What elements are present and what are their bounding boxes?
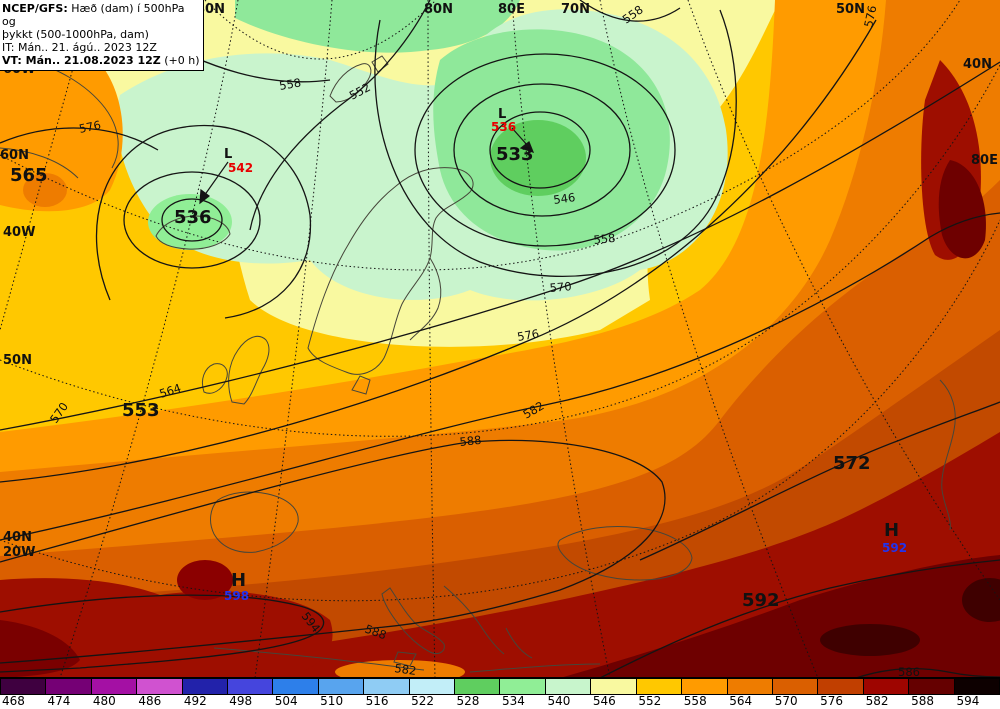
pressure-center-value: 536	[491, 120, 516, 134]
coordinate-label: 40N	[3, 530, 32, 545]
height-value-label: 592	[742, 590, 780, 611]
colorbar-cell	[681, 678, 727, 695]
colorbar-tick-label: 576	[820, 694, 844, 708]
coordinate-label: 40W	[3, 225, 35, 240]
colorbar-cell	[817, 678, 863, 695]
height-contours	[0, 0, 1000, 678]
weather-map: 80N80N80E70N50N40N80E60W60N40W50N40N20W5…	[0, 0, 1000, 678]
title-line-2: þykkt (500-1000hPa, dam)	[2, 28, 149, 41]
contour-label: 582	[394, 661, 418, 678]
title-line-4: VT: Mán.. 21.08.2023 12Z (+0 h)	[2, 54, 200, 67]
title-line-3: IT: Mán.. 21. ágú.. 2023 12Z	[2, 41, 157, 54]
height-value-label: 533	[496, 144, 534, 165]
colorbar-cell	[590, 678, 636, 695]
colorbar-cell	[181, 678, 228, 695]
colorbar-cell	[635, 678, 682, 695]
colorbar-cell	[726, 678, 772, 695]
graticule	[0, 0, 1000, 678]
low-center-marker: L	[224, 147, 232, 162]
title-line-1: NCEP/GFS: Hæð (dam) í 500hPa og	[2, 2, 185, 28]
height-value-label: 536	[174, 207, 212, 228]
coordinate-label: 80E	[498, 2, 525, 17]
colorbar-cell	[454, 678, 500, 695]
contour-label: 576	[516, 326, 540, 344]
colorbar-tick-label: 468	[2, 694, 25, 708]
coordinate-label: 70N	[561, 2, 590, 17]
colorbar-tick-label: 570	[774, 694, 798, 708]
low-center-marker: L	[498, 107, 506, 122]
height-value-label: 553	[122, 400, 160, 421]
colorbar-cell	[862, 678, 909, 695]
contour-label: 588	[459, 433, 482, 449]
colorbar-cell	[0, 678, 46, 695]
colorbar-cell	[90, 678, 137, 695]
fill-regions	[0, 0, 1000, 678]
colorbar-cells	[0, 678, 1000, 695]
colorbar-tick-label: 540	[547, 694, 571, 708]
colorbar-tick-label: 486	[138, 694, 162, 708]
colorbar-tick-label: 582	[865, 694, 889, 708]
colorbar-tick-label: 480	[92, 694, 116, 708]
coordinate-label: 20W	[3, 545, 35, 560]
coordinate-label: 50N	[3, 353, 32, 368]
pressure-center-value: 592	[882, 541, 907, 555]
colorbar-tick-label: 558	[683, 694, 707, 708]
colorbar-cell	[363, 678, 409, 695]
colorbar-cell	[408, 678, 455, 695]
colorbar-tick-label: 528	[456, 694, 480, 708]
colorbar-tick-label: 552	[638, 694, 662, 708]
contour-label: 576	[78, 118, 102, 136]
title-box: NCEP/GFS: Hæð (dam) í 500hPa og þykkt (5…	[0, 0, 204, 71]
colorbar-tick-label: 474	[47, 694, 71, 708]
contour-label: 558	[278, 75, 302, 93]
colorbar-cell	[272, 678, 318, 695]
coordinate-label: 60N	[0, 148, 29, 163]
contour-label: 570	[549, 279, 572, 295]
pressure-center-value: 542	[228, 161, 253, 175]
thickness-colorbar: 468 474 480 486 492 498 504 510 516 522 528 534 540 5…	[0, 677, 1000, 709]
colorbar-cell	[544, 678, 591, 695]
height-value-label: 572	[833, 453, 871, 474]
colorbar-cell	[908, 678, 954, 695]
contour-label: 558	[593, 231, 616, 247]
colorbar-tick-label: 510	[320, 694, 344, 708]
colorbar-cell	[45, 678, 91, 695]
colorbar-tick-label: 498	[229, 694, 253, 708]
high-center-marker: H	[884, 520, 899, 541]
colorbar-cell	[499, 678, 545, 695]
colorbar-cell	[953, 678, 1000, 695]
contour-label: 564	[158, 381, 183, 401]
contour-label: 586	[898, 665, 920, 678]
colorbar-cell	[227, 678, 273, 695]
coordinate-label: 80E	[971, 153, 998, 168]
colorbar-tick-label: 534	[501, 694, 525, 708]
high-center-marker: H	[231, 570, 246, 591]
colorbar-tick-label: 492	[183, 694, 207, 708]
contour-label: 576	[861, 4, 879, 28]
model-name: NCEP/GFS:	[2, 2, 68, 15]
coordinate-label: 50N	[836, 2, 865, 17]
colorbar-tick-label: 522	[411, 694, 434, 708]
height-value-label: 565	[10, 165, 48, 186]
low-center-arrows	[199, 127, 535, 205]
colorbar-tick-label: 504	[274, 694, 298, 708]
contour-label: 546	[552, 190, 576, 207]
colorbar-cell	[771, 678, 818, 695]
colorbar-labels: 468 474 480 486 492 498 504 510 516 522 528 534 540 5…	[0, 695, 1000, 708]
colorbar-tick-label: 546	[592, 694, 616, 708]
colorbar-tick-label: 516	[365, 694, 389, 708]
colorbar-tick-label: 588	[911, 694, 934, 708]
colorbar-cell	[317, 678, 364, 695]
coordinate-label: 40N	[963, 57, 992, 72]
colorbar-tick-label: 594	[956, 694, 980, 708]
coordinate-label: 80N	[424, 2, 453, 17]
pressure-center-value: 598	[224, 589, 249, 603]
colorbar-tick-label: 564	[729, 694, 753, 708]
colorbar-cell	[136, 678, 182, 695]
